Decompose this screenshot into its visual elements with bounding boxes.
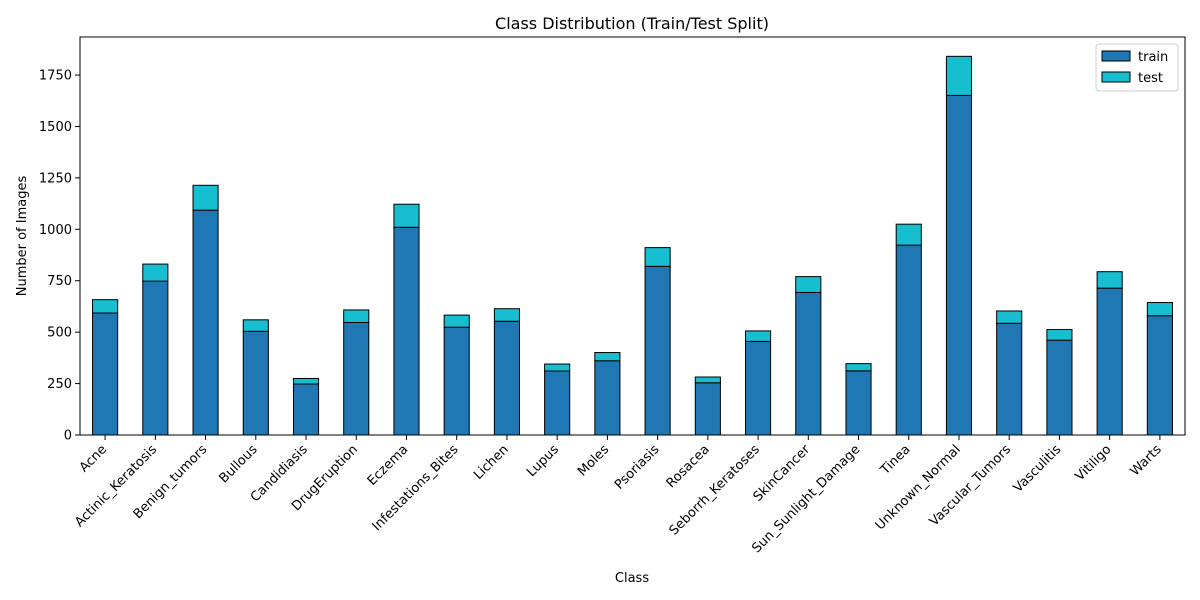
- bar-train-warts: [1146, 315, 1173, 436]
- bar-test-sun-sunlight-damage: [845, 363, 872, 372]
- bar-train-unknown-normal: [945, 94, 973, 436]
- bar-train-moles: [594, 360, 621, 436]
- bar-train-actinic-keratosis: [142, 280, 169, 436]
- y-tick-label: 250: [47, 377, 72, 392]
- y-tick-label: 1750: [39, 69, 72, 84]
- bar-train-lupus: [544, 370, 571, 436]
- bar-train-drugeruption: [343, 321, 370, 436]
- x-tick-label: Vitiligo: [1073, 442, 1115, 484]
- x-tick-label: Lupus: [524, 442, 562, 480]
- bar-test-vascular-tumors: [996, 310, 1023, 324]
- legend-swatch-train: [1101, 50, 1131, 62]
- bar-test-actinic-keratosis: [142, 263, 169, 282]
- plot-frame: [79, 36, 1186, 436]
- x-tick-label: Lichen: [471, 442, 512, 483]
- x-tick-label: Moles: [575, 442, 612, 479]
- x-tick-label: Seborrh_Keratoses: [667, 442, 763, 538]
- bar-test-tinea: [895, 223, 922, 246]
- legend: train test: [1095, 43, 1179, 92]
- legend-swatch-test: [1101, 71, 1131, 83]
- bar-train-skincancer: [795, 291, 822, 436]
- bar-test-lupus: [544, 363, 571, 372]
- bar-train-bullous: [242, 330, 269, 436]
- bar-train-benign-tumors: [192, 209, 219, 436]
- bar-test-unknown-normal: [945, 55, 973, 96]
- x-tick-label: Infestations_Bites: [370, 442, 462, 534]
- y-tick-label: 0: [64, 429, 72, 444]
- x-axis-label: Class: [615, 571, 649, 586]
- bar-test-bullous: [242, 319, 269, 332]
- x-tick-label: Rosacea: [664, 442, 713, 491]
- bar-train-lichen: [493, 320, 520, 436]
- bar-test-drugeruption: [343, 309, 370, 323]
- legend-label-test: test: [1138, 71, 1163, 86]
- bar-test-moles: [594, 352, 621, 362]
- bar-test-acne: [92, 299, 119, 314]
- y-tick-label: 500: [47, 326, 72, 341]
- chart-title: Class Distribution (Train/Test Split): [495, 14, 769, 33]
- bar-test-warts: [1146, 302, 1173, 317]
- bar-train-vitiligo: [1096, 287, 1123, 436]
- bar-train-sun-sunlight-damage: [845, 370, 872, 436]
- bar-test-benign-tumors: [192, 184, 219, 211]
- bar-test-candidiasis: [292, 377, 320, 385]
- bar-train-seborrh-keratoses: [745, 340, 772, 436]
- y-tick-label: 1250: [39, 171, 72, 186]
- bar-train-infestations-bites: [443, 326, 470, 436]
- bar-test-psoriasis: [644, 247, 671, 267]
- x-tick-label: Tinea: [877, 442, 913, 478]
- bar-test-eczema: [393, 203, 420, 228]
- bar-train-vascular-tumors: [996, 322, 1023, 436]
- x-tick-label: Acne: [77, 442, 110, 475]
- y-tick-label: 1500: [39, 120, 72, 135]
- x-tick-label: Bullous: [217, 442, 261, 486]
- bar-test-vasculitis: [1046, 328, 1073, 341]
- bar-train-candidiasis: [292, 383, 320, 436]
- bars-layer: [92, 55, 1173, 436]
- bar-test-rosacea: [694, 376, 721, 384]
- bar-test-infestations-bites: [443, 314, 470, 328]
- x-tick-label: Unknown_Normal: [873, 442, 964, 533]
- legend-label-train: train: [1138, 50, 1168, 65]
- x-tick-label: Eczema: [365, 442, 412, 489]
- bar-train-tinea: [895, 244, 922, 436]
- y-axis-label: Number of Images: [15, 176, 30, 297]
- bar-train-rosacea: [694, 382, 721, 436]
- bar-test-skincancer: [795, 276, 822, 293]
- y-tick-label: 750: [47, 274, 72, 289]
- bar-test-lichen: [493, 308, 520, 322]
- bar-train-vasculitis: [1046, 339, 1073, 436]
- x-tick-label: Warts: [1128, 442, 1165, 479]
- bar-test-vitiligo: [1096, 271, 1123, 289]
- bar-test-seborrh-keratoses: [745, 330, 772, 342]
- y-tick-label: 1000: [39, 223, 72, 238]
- x-tick-label: Vasculitis: [1011, 442, 1065, 496]
- x-tick-label: Psoriasis: [612, 442, 663, 493]
- bar-train-eczema: [393, 226, 420, 436]
- bar-train-psoriasis: [644, 265, 671, 436]
- bar-train-acne: [92, 312, 119, 436]
